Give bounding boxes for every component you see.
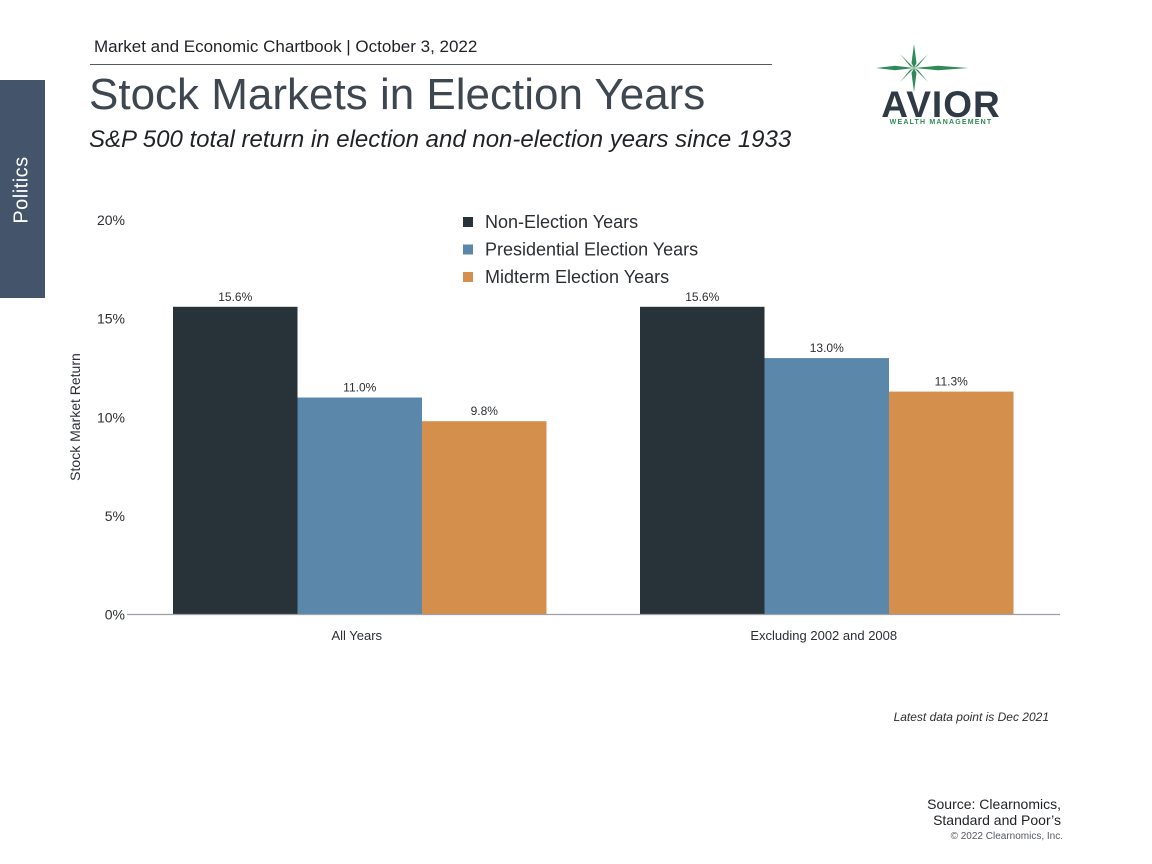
bar bbox=[764, 358, 889, 615]
y-tick-label: 10% bbox=[97, 409, 125, 425]
legend-label: Midterm Election Years bbox=[485, 267, 669, 287]
x-category-label: All Years bbox=[331, 628, 382, 643]
bar-value-label: 13.0% bbox=[810, 341, 844, 355]
bar bbox=[889, 391, 1014, 615]
bar bbox=[640, 306, 765, 615]
source-line-1: Source: Clearnomics, bbox=[927, 796, 1061, 812]
y-axis-label: Stock Market Return bbox=[67, 353, 83, 481]
section-tab bbox=[0, 80, 45, 298]
y-tick-label: 20% bbox=[97, 212, 125, 228]
legend-swatch bbox=[463, 272, 473, 282]
bar-value-label: 11.0% bbox=[343, 381, 376, 395]
bar bbox=[422, 421, 547, 615]
bar-value-label: 9.8% bbox=[471, 404, 499, 418]
legend-swatch bbox=[463, 244, 473, 255]
legend-swatch bbox=[463, 217, 473, 227]
legend-label: Presidential Election Years bbox=[485, 240, 698, 260]
bar-value-label: 15.6% bbox=[218, 290, 252, 304]
bar-value-label: 15.6% bbox=[685, 290, 719, 304]
page-subtitle: S&P 500 total return in election and non… bbox=[89, 126, 792, 153]
star-icon bbox=[876, 44, 968, 92]
bar bbox=[173, 306, 298, 615]
chartbook-header: Market and Economic Chartbook | October … bbox=[94, 37, 478, 56]
bar-value-label: 11.3% bbox=[935, 375, 968, 389]
copyright: © 2022 Clearnomics, Inc. bbox=[950, 831, 1063, 842]
y-tick-label: 0% bbox=[105, 607, 125, 623]
source-line-2: Standard and Poor’s bbox=[933, 812, 1061, 828]
legend-label: Non-Election Years bbox=[485, 212, 638, 232]
bar bbox=[297, 397, 422, 615]
y-tick-label: 5% bbox=[105, 508, 125, 524]
avior-logo bbox=[876, 44, 968, 92]
x-category-label: Excluding 2002 and 2008 bbox=[750, 628, 897, 643]
data-note: Latest data point is Dec 2021 bbox=[893, 710, 1049, 724]
page-title: Stock Markets in Election Years bbox=[89, 70, 706, 119]
y-tick-label: 15% bbox=[97, 311, 125, 327]
logo-tagline: WEALTH MANAGEMENT bbox=[889, 119, 993, 126]
logo-wordmark: AVIOR bbox=[881, 84, 1001, 125]
header-divider bbox=[90, 64, 772, 65]
source-text: Source: Clearnomics, Standard and Poor’s bbox=[880, 796, 1061, 828]
